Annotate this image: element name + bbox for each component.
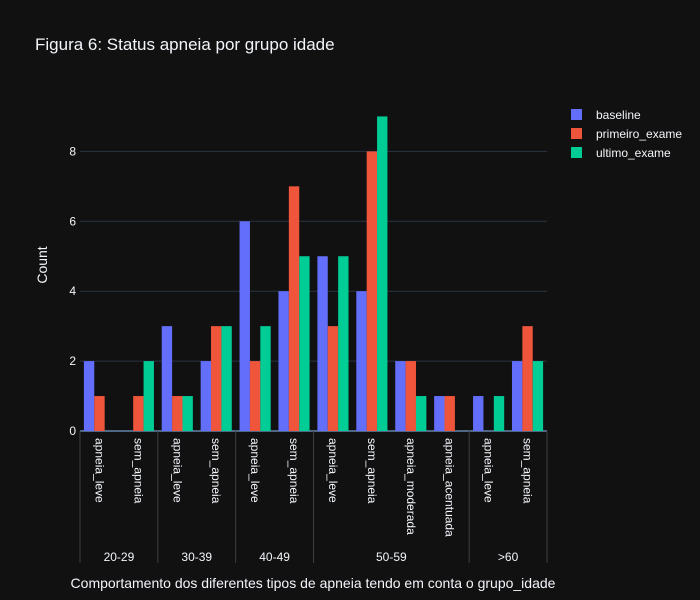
bar-primeiro_exame [94,396,105,431]
x-tick-label: sem_apneia [521,438,535,504]
bar-baseline [161,326,173,431]
bar-primeiro_exame [133,396,144,431]
legend-label: primeiro_exame [596,127,682,141]
bar-ultimo_exame [260,326,271,431]
x-tick-label: apneia_acentuada [443,438,457,537]
x-tick-label: sem_apneia [131,438,145,504]
bar-baseline [200,361,212,431]
bar-ultimo_exame [493,396,505,431]
bars [83,116,544,432]
bar-primeiro_exame [211,326,222,431]
bar-baseline [317,256,328,431]
bar-primeiro_exame [444,396,455,431]
bar-primeiro_exame [522,326,533,431]
bar-ultimo_exame [299,256,310,431]
bar-ultimo_exame [377,116,388,431]
x-group-label: 50-59 [376,550,407,564]
bar-ultimo_exame [338,256,349,431]
y-tick-label: 2 [69,354,76,368]
y-axis-ticks: 0 2 4 6 8 [69,144,76,438]
chart-title: Figura 6: Status apneia por grupo idade [35,35,335,54]
x-group-label: 40-49 [259,550,290,564]
bar-ultimo_exame [532,361,544,431]
bar-baseline [83,361,95,431]
y-tick-label: 8 [69,144,76,158]
x-axis-title: Comportamento dos diferentes tipos de ap… [71,575,556,591]
x-tick-label: sem_apneia [365,438,379,504]
x-tick-label: apneia_leve [170,438,184,503]
bar-primeiro_exame [172,396,183,431]
bar-baseline [278,291,289,431]
x-axis: apneia_leve sem_apneia apneia_leve sem_apne… [79,431,548,564]
bar-baseline [473,396,484,431]
legend-label: baseline [596,108,641,122]
legend-swatch [571,147,582,158]
bar-primeiro_exame [366,151,378,432]
x-group-label: 20-29 [104,550,135,564]
bar-baseline [395,361,406,431]
legend-swatch [571,128,582,139]
legend-swatch [571,109,582,120]
x-group-label: 30-39 [181,550,212,564]
x-tick-label: apneia_leve [92,438,106,503]
y-tick-label: 4 [69,284,76,298]
bar-baseline [434,396,445,431]
legend-label: ultimo_exame [596,146,671,160]
bar-primeiro_exame [405,361,416,431]
x-tick-label: apneia_leve [482,438,496,503]
bar-primeiro_exame [288,186,300,431]
x-tick-label: apneia_leve [326,438,340,503]
bar-ultimo_exame [182,396,193,431]
bar-primeiro_exame [327,326,339,431]
bar-ultimo_exame [221,326,232,431]
x-tick-label: apneia_moderada [404,438,418,535]
bar-ultimo_exame [415,396,427,431]
y-axis-title: Count [34,246,50,283]
legend: baseline primeiro_exame ultimo_exame [571,108,682,160]
bar-baseline [356,291,367,431]
x-tick-label: sem_apneia [209,438,223,504]
bar-baseline [511,361,523,431]
x-group-label: >60 [498,550,519,564]
bar-baseline [239,221,250,431]
x-tick-label: sem_apneia [287,438,301,504]
y-tick-label: 0 [69,424,76,438]
x-tick-label: apneia_leve [248,438,262,503]
y-tick-label: 6 [69,214,76,228]
bar-ultimo_exame [143,361,154,431]
bar-primeiro_exame [249,361,261,431]
